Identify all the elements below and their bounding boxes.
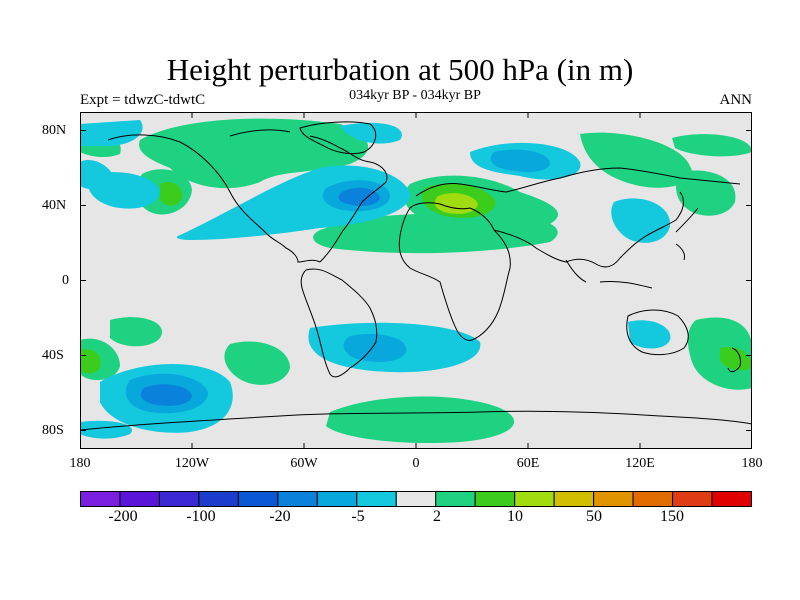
- season-label: ANN: [719, 92, 753, 108]
- green-region-south-america-west: [224, 341, 290, 385]
- africa-coast: [398, 202, 511, 341]
- x-tick-label: 120W: [174, 456, 210, 471]
- antarctica-coast: [80, 410, 752, 431]
- south-america-coast: [300, 268, 378, 378]
- peak-blue-south-pacific: [140, 384, 192, 406]
- axis-ticks: [80, 112, 752, 449]
- y-tick-label: 80N: [42, 123, 67, 138]
- colorbar-box: [435, 491, 476, 507]
- colorbar-box: [711, 491, 752, 507]
- colorbar-box: [158, 491, 200, 507]
- colorbar-tick-label: -5: [351, 508, 365, 525]
- blue-region-north-pacific-center: [88, 172, 160, 209]
- new-zealand-coast: [727, 347, 741, 373]
- colorbar: [80, 491, 752, 507]
- x-tick-label: 60E: [516, 456, 540, 471]
- green-region-east-pacific-north: [672, 134, 752, 157]
- colorbar-box: [593, 491, 634, 507]
- colorbar-box: [632, 491, 674, 507]
- colorbar-tick-label: -100: [186, 508, 216, 525]
- strong-blue-north-eurasia: [490, 149, 550, 173]
- colorbar-tick-label: 150: [660, 508, 684, 525]
- y-tick-label: 80S: [42, 423, 64, 438]
- blue-region-arctic-west: [80, 120, 143, 147]
- blue-region-greenland: [340, 122, 402, 144]
- colorbar-box: [395, 491, 437, 507]
- green-region-new-zealand: [687, 317, 752, 390]
- colorbar-tick-label: 10: [507, 508, 523, 525]
- map-plot: [80, 112, 752, 449]
- green-region-south-pacific-west: [110, 317, 162, 347]
- plot-title: Height perturbation at 500 hPa (in m): [166, 52, 634, 87]
- y-tick-label: 40N: [42, 198, 67, 213]
- colorbar-box: [80, 491, 121, 507]
- blue-region-antarctic-edge: [80, 420, 132, 439]
- peak-negative-regions: [140, 187, 380, 406]
- x-tick-label: 180: [741, 456, 763, 471]
- colorbar-tick-label: 2: [433, 508, 441, 525]
- x-tick-label: 120E: [625, 456, 655, 471]
- indonesia-coast: [599, 281, 653, 289]
- colorbar-box: [198, 491, 239, 507]
- colorbar-box: [553, 491, 595, 507]
- colorbar-box: [672, 491, 713, 507]
- colorbar-tick-label: 50: [586, 508, 602, 525]
- strong-green-new-zealand: [720, 346, 752, 371]
- japan-coast: [675, 207, 699, 233]
- period-label: 034kyr BP - 034kyr BP: [349, 88, 481, 103]
- philippines-coast: [675, 243, 685, 261]
- arctic-islands-coast: [229, 129, 291, 137]
- experiment-label: Expt = tdwzC-tdwtC: [80, 92, 206, 108]
- blue-region-east-asia: [611, 198, 671, 243]
- australia-coast: [626, 309, 689, 356]
- green-region-siberia: [580, 132, 692, 188]
- peak-blue-north-atlantic: [338, 187, 380, 206]
- colorbar-box: [474, 491, 516, 507]
- y-tick-label: 0: [62, 273, 69, 288]
- colorbar-tick-label: -20: [269, 508, 291, 525]
- colorbar-box: [119, 491, 160, 507]
- blue-region-australia: [628, 320, 671, 349]
- colorbar-tick-label: -200: [108, 508, 138, 525]
- colorbar-box: [356, 491, 397, 507]
- coastlines: [80, 121, 752, 431]
- eurasia-south-coast: [493, 191, 684, 268]
- southeast-asia-coast: [565, 259, 587, 283]
- greenland-coast: [299, 121, 377, 155]
- colorbar-box: [237, 491, 279, 507]
- x-tick-label: 0: [412, 456, 420, 471]
- strong-green-north-pacific: [160, 181, 183, 206]
- north-america-east-coast: [309, 135, 388, 263]
- colorbar-box: [277, 491, 318, 507]
- green-region-southern-ocean: [326, 396, 515, 444]
- eurasia-north-coast: [415, 167, 741, 197]
- colorbar-box: [316, 491, 358, 507]
- x-tick-label: 60W: [290, 456, 318, 471]
- y-tick-label: 40S: [42, 348, 64, 363]
- x-tick-label: 180: [69, 456, 91, 471]
- strong-blue-south-atlantic: [343, 333, 407, 362]
- north-america-west-coast: [107, 134, 321, 263]
- colorbar-box: [514, 491, 555, 507]
